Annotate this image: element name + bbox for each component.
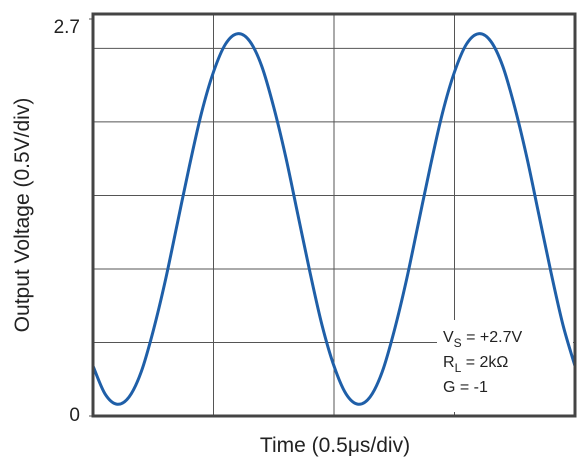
annotation-sub: L bbox=[455, 361, 462, 375]
annotation: RL = 2kΩ bbox=[443, 354, 508, 375]
y-axis-title: Output Voltage (0.5V/div) bbox=[11, 98, 34, 333]
annotation: G = -1 bbox=[443, 379, 488, 396]
plot-frame bbox=[91, 12, 577, 418]
annotation: VS = +2.7V bbox=[443, 329, 523, 350]
annotation-main: V bbox=[443, 329, 454, 346]
waveform bbox=[93, 32, 575, 406]
annotation-box bbox=[437, 320, 573, 412]
y-tick-label: 2.7 bbox=[54, 17, 80, 38]
annotation-main: R bbox=[443, 354, 455, 371]
x-axis-title: Time (0.5μs/div) bbox=[260, 434, 410, 457]
annotation-rest: = 2kΩ bbox=[461, 354, 508, 371]
annotation-sub: S bbox=[454, 336, 462, 350]
annotation-main: G = -1 bbox=[443, 379, 488, 396]
y-tick-label: 0 bbox=[69, 405, 80, 426]
annotation-rest: = +2.7V bbox=[462, 329, 523, 346]
